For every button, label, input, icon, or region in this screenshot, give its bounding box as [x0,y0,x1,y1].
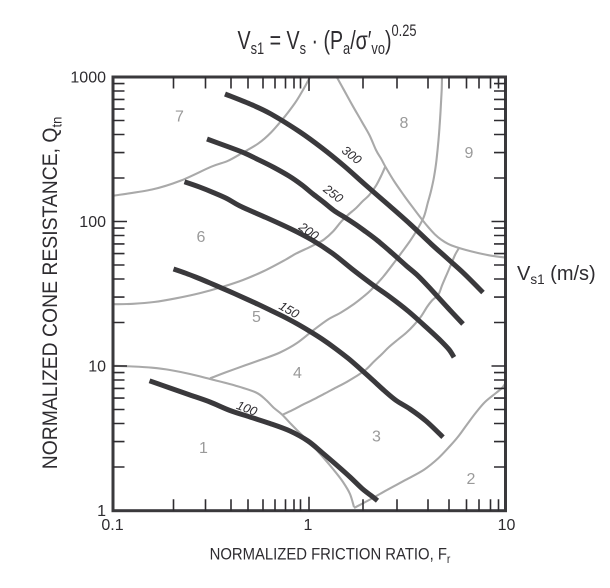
svg-text:Vs1 (m/s): Vs1 (m/s) [517,263,596,287]
svg-text:1: 1 [199,440,208,457]
svg-text:6: 6 [197,229,206,246]
svg-text:Vs1 = Vs · (Pa/σ′vo)0.25: Vs1 = Vs · (Pa/σ′vo)0.25 [238,21,417,58]
svg-text:0.1: 0.1 [101,517,123,534]
svg-text:1: 1 [304,517,313,534]
svg-text:100: 100 [235,398,260,419]
svg-text:NORMALIZED FRICTION RATIO, Fr: NORMALIZED FRICTION RATIO, Fr [210,546,451,567]
svg-text:7: 7 [175,109,184,126]
svg-text:4: 4 [293,365,302,382]
svg-text:10: 10 [498,517,516,534]
svg-text:NORMALIZED CONE RESISTANCE, Qt: NORMALIZED CONE RESISTANCE, Qtn [39,117,64,470]
svg-text:5: 5 [252,309,261,326]
svg-text:1: 1 [97,503,106,520]
svg-text:10: 10 [88,359,106,376]
svg-text:2: 2 [467,471,476,488]
svg-text:100: 100 [79,214,106,231]
svg-text:8: 8 [400,115,409,132]
svg-text:3: 3 [372,429,381,446]
svg-text:9: 9 [465,145,474,162]
svg-text:1000: 1000 [70,70,106,87]
